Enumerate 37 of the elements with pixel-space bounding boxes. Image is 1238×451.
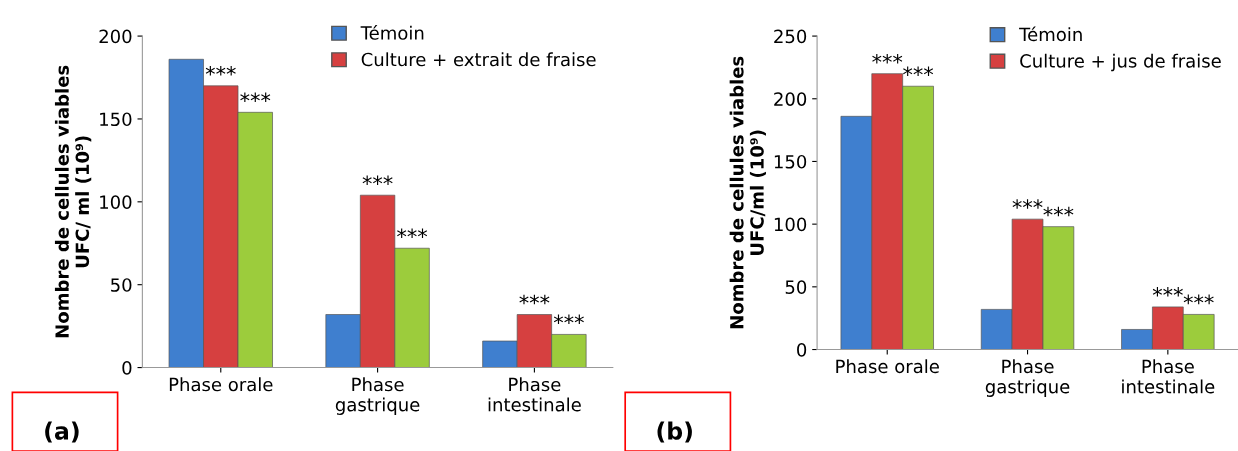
y-tick-label: 100 bbox=[774, 217, 807, 232]
annotation: *** bbox=[240, 92, 271, 103]
text: (a) bbox=[45, 421, 79, 443]
annotation: *** bbox=[872, 53, 903, 64]
y-tick-label: 0 bbox=[797, 342, 807, 357]
annotation: *** bbox=[397, 228, 428, 238]
annotation: *** bbox=[205, 66, 236, 76]
annotation: *** bbox=[1152, 287, 1183, 297]
x-tick-label: Phase orale bbox=[169, 377, 273, 392]
text: (b) bbox=[657, 421, 692, 443]
legend-label: Témoin bbox=[360, 25, 424, 40]
annotation: *** bbox=[553, 314, 584, 325]
annotation: *** bbox=[1012, 199, 1043, 209]
x-tick-label: Phase gastrique bbox=[985, 359, 1070, 397]
y-axis-title: Nombre de cellules viables UFC/ ml (10⁹) bbox=[54, 65, 92, 338]
y-tick-label: 100 bbox=[100, 195, 132, 209]
y-axis-title: Nombre de cellules viables UFC/ml (10⁹) bbox=[729, 56, 766, 329]
x-tick-label: Phase orale bbox=[836, 359, 939, 374]
legend-label: Culture + jus de fraise bbox=[1020, 53, 1221, 72]
annotation: *** bbox=[903, 66, 934, 76]
y-tick-label: 50 bbox=[785, 280, 807, 294]
annotation: *** bbox=[519, 294, 550, 305]
annotation: *** bbox=[362, 175, 393, 185]
y-tick-label: 150 bbox=[100, 112, 132, 127]
y-tick-label: 200 bbox=[774, 92, 807, 106]
legend-label: Témoin bbox=[1019, 26, 1082, 42]
y-tick-label: 200 bbox=[99, 29, 132, 44]
x-tick-label: Phase gastrique bbox=[335, 377, 420, 415]
annotation: *** bbox=[1043, 206, 1074, 217]
legend-label: Culture + extrait de fraise bbox=[361, 52, 596, 67]
y-tick-label: 150 bbox=[774, 154, 807, 169]
y-tick-label: 50 bbox=[111, 278, 132, 292]
annotation: *** bbox=[1183, 294, 1214, 305]
y-tick-label: 0 bbox=[122, 361, 132, 375]
y-tick-label: 250 bbox=[774, 29, 807, 44]
x-tick-label: Phase intestinale bbox=[488, 377, 581, 412]
x-tick-label: Phase intestinale bbox=[1122, 359, 1215, 394]
